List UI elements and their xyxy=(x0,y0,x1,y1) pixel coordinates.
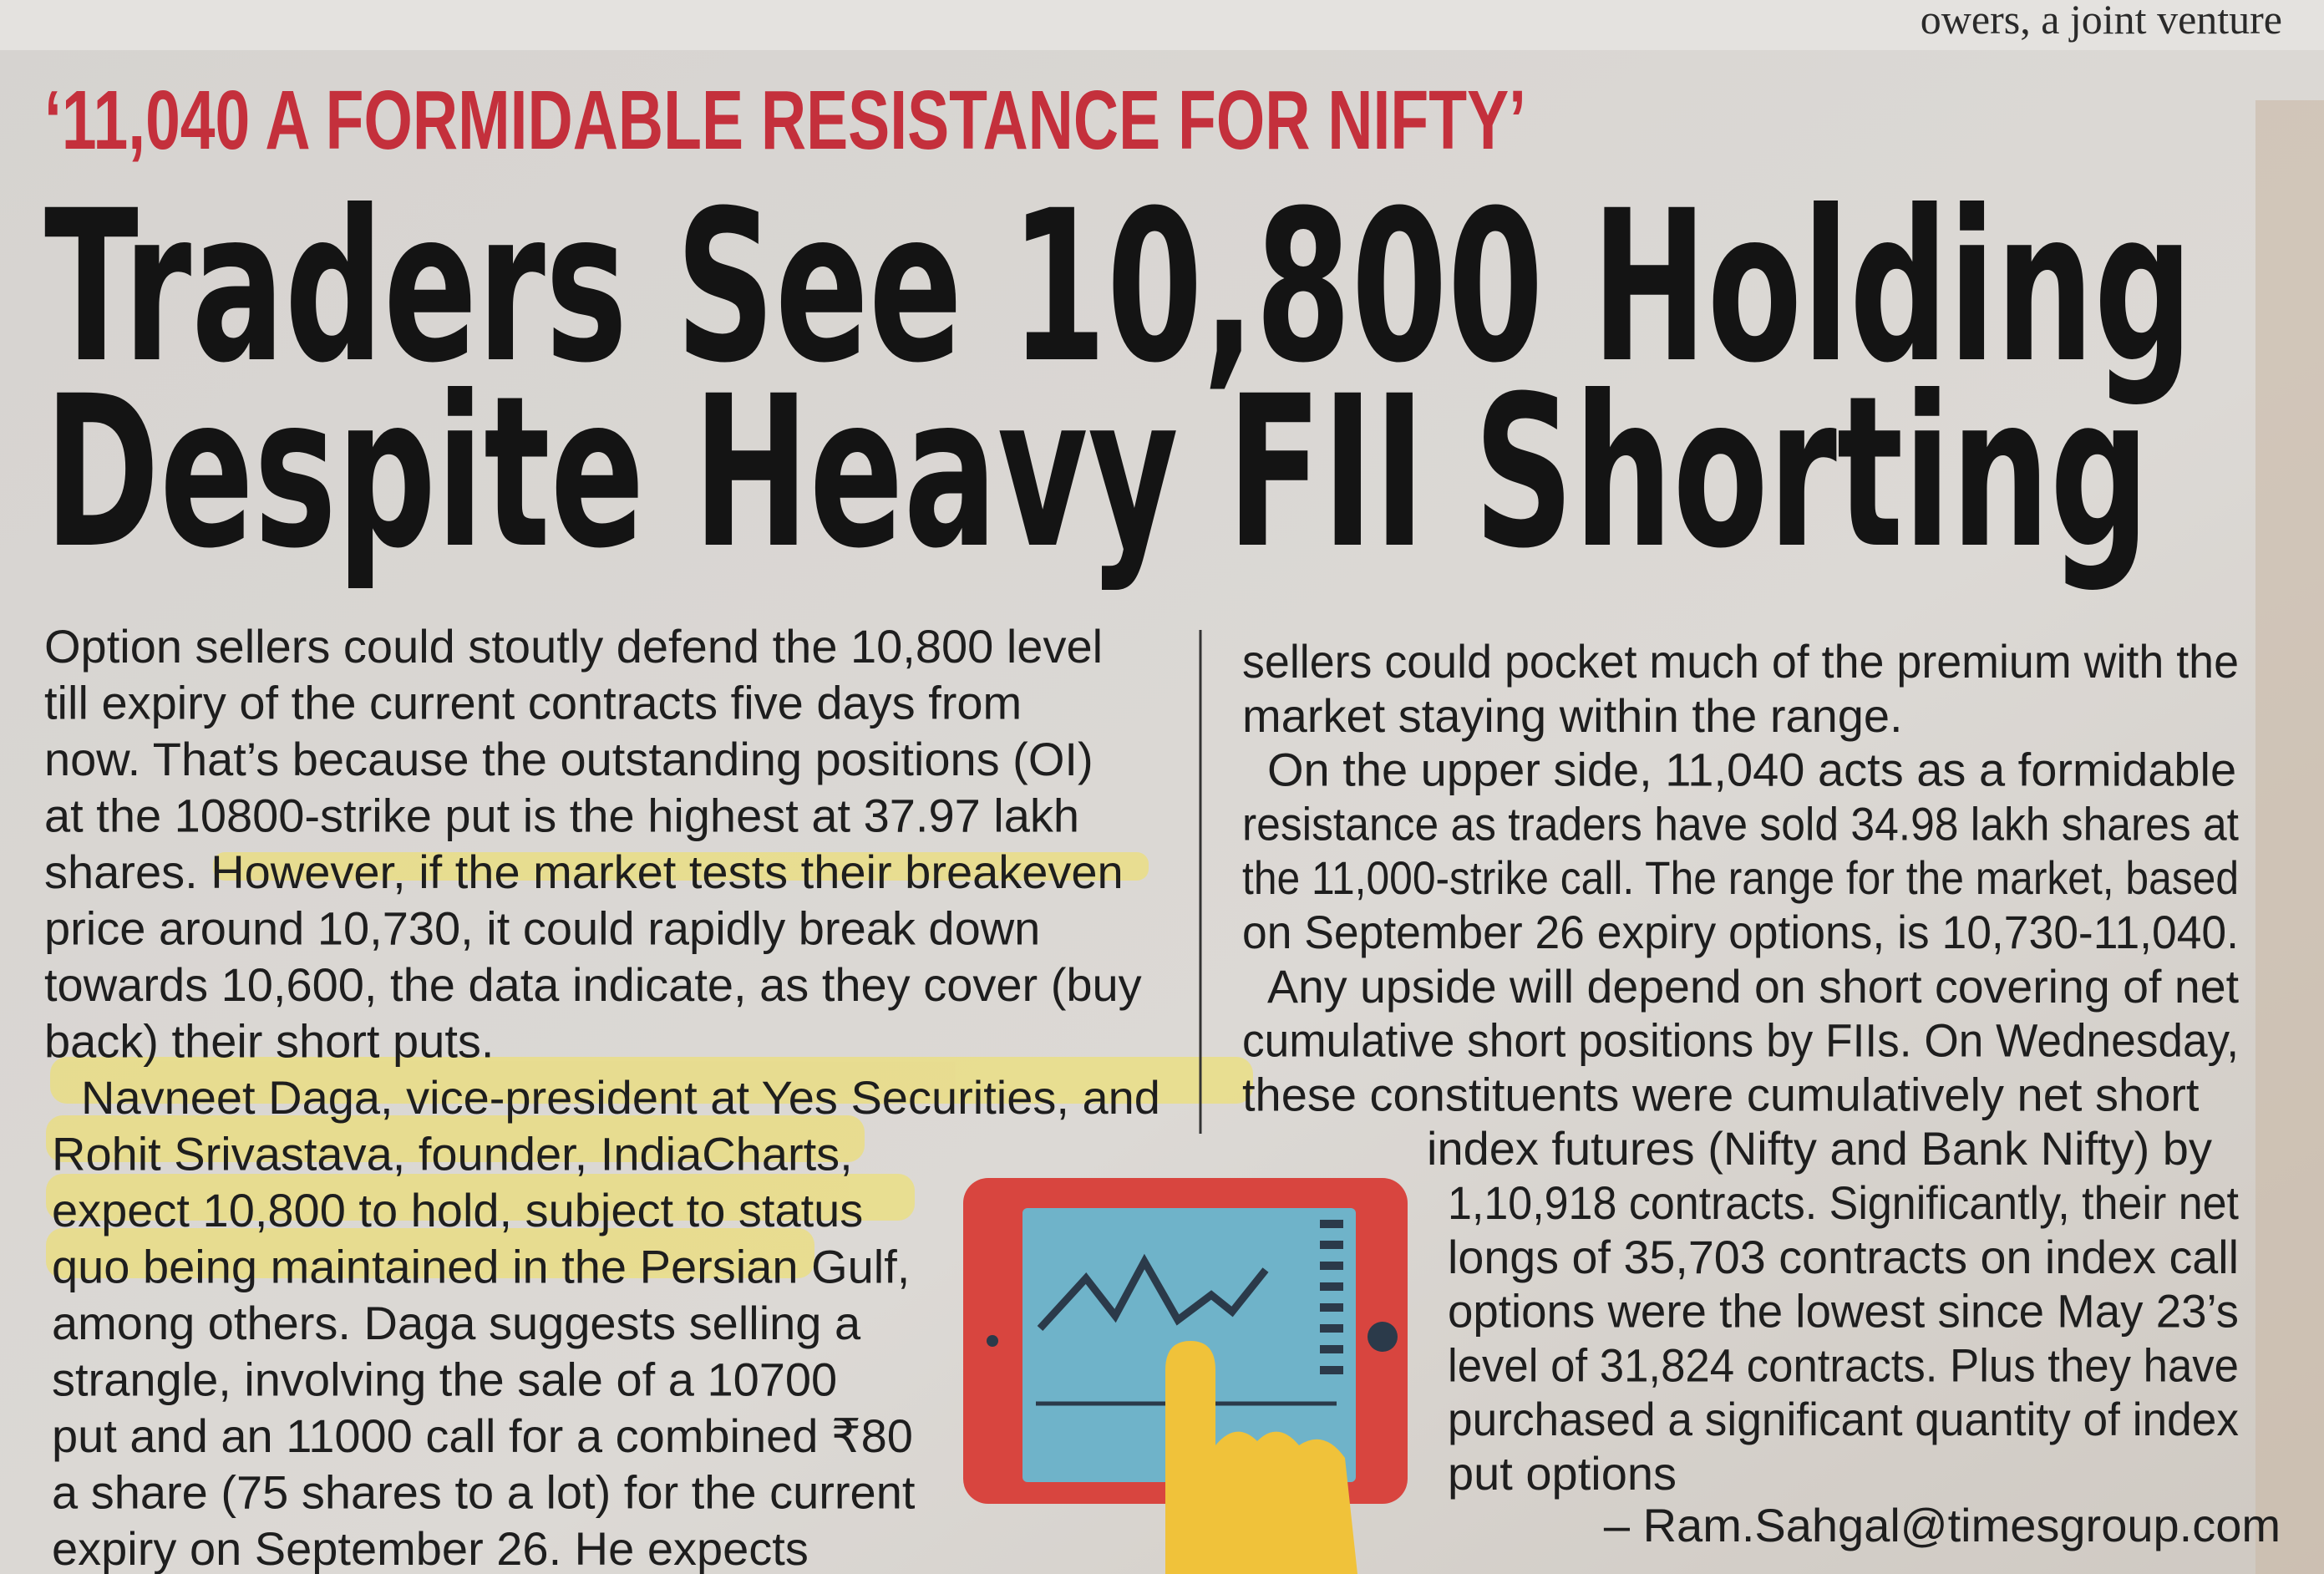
highlight xyxy=(50,1057,1253,1104)
highlight xyxy=(46,1115,865,1162)
screen-graph xyxy=(1037,1253,1269,1332)
body-line: put and an 11000 call for a combined ₹80 xyxy=(52,1409,913,1462)
body-line: put options xyxy=(1448,1447,1677,1500)
body-line: purchased a significant quantity of inde… xyxy=(1448,1393,2239,1445)
body-line: expiry on September 26. He expects xyxy=(52,1522,809,1574)
body-line: now. That’s because the outstanding posi… xyxy=(44,733,1093,785)
body-line: level of 31,824 contracts. Plus they hav… xyxy=(1448,1338,2239,1391)
body-line: these constituents were cumulatively net… xyxy=(1242,1068,2200,1120)
body-line: quo being maintained in the Persian Gulf… xyxy=(52,1241,910,1293)
body-line: expect 10,800 to hold, subject to status xyxy=(52,1184,863,1236)
hand xyxy=(1165,1341,1357,1574)
highlight xyxy=(213,852,1149,881)
headline-line: Traders See 10,800 Holding xyxy=(44,165,2193,409)
body-line: sellers could pocket much of the premium… xyxy=(1242,635,2239,688)
body-line: at the 10800-strike put is the highest a… xyxy=(44,790,1079,842)
body-line: the 11,000-strike call. The range for th… xyxy=(1242,851,2239,904)
body-line: till expiry of the current contracts fiv… xyxy=(44,677,1022,729)
body-line: among others. Daga suggests selling a xyxy=(52,1297,861,1349)
top-fragment: owers, a joint venture xyxy=(1921,0,2282,43)
body-line: price around 10,730, it could rapidly br… xyxy=(44,902,1040,955)
body-line: 1,10,918 contracts. Significantly, their… xyxy=(1448,1176,2239,1229)
body-line: shares. However, if the market tests the… xyxy=(44,845,1124,898)
body-line: resistance as traders have sold 34.98 la… xyxy=(1242,797,2239,850)
byline: – Ram.Sahgal@timesgroup.com xyxy=(1604,1499,2281,1551)
top-strip xyxy=(0,0,2324,50)
body-line: longs of 35,703 contracts on index call xyxy=(1448,1231,2239,1283)
body-line: On the upper side, 11,040 acts as a form… xyxy=(1267,744,2236,796)
body-line: cumulative short positions by FIIs. On W… xyxy=(1242,1014,2239,1067)
highlight xyxy=(46,1174,915,1221)
highlight xyxy=(46,1228,814,1278)
kicker: ‘11,040 A FORMIDABLE RESISTANCE FOR NIFT… xyxy=(44,74,1526,167)
tablet-illustration xyxy=(963,1178,1408,1574)
headline-line: Despite Heavy FII Shorting xyxy=(44,351,2149,594)
home-button xyxy=(1368,1322,1398,1352)
body-line: towards 10,600, the data indicate, as th… xyxy=(44,958,1142,1011)
body-line: Option sellers could stoutly defend the … xyxy=(44,620,1103,673)
body-line: Navneet Daga, vice-president at Yes Secu… xyxy=(81,1071,1160,1124)
body-line: on September 26 expiry options, is 10,73… xyxy=(1242,906,2239,958)
body-line: back) their short puts. xyxy=(44,1015,494,1068)
body-line: Any upside will depend on short covering… xyxy=(1267,960,2239,1013)
body-line: index futures (Nifty and Bank Nifty) by xyxy=(1427,1122,2212,1175)
page-edge xyxy=(2255,100,2324,1574)
body-line: Rohit Srivastava, founder, IndiaCharts, xyxy=(52,1128,853,1180)
screen-bars xyxy=(1320,1220,1343,1374)
body-line: options were the lowest since May 23’s xyxy=(1448,1285,2239,1338)
body-line: a share (75 shares to a lot) for the cur… xyxy=(52,1466,916,1519)
body-line: strangle, involving the sale of a 10700 xyxy=(52,1353,837,1406)
camera xyxy=(987,1335,998,1347)
body-line: market staying within the range. xyxy=(1242,689,1903,742)
highlights xyxy=(46,852,1253,1278)
